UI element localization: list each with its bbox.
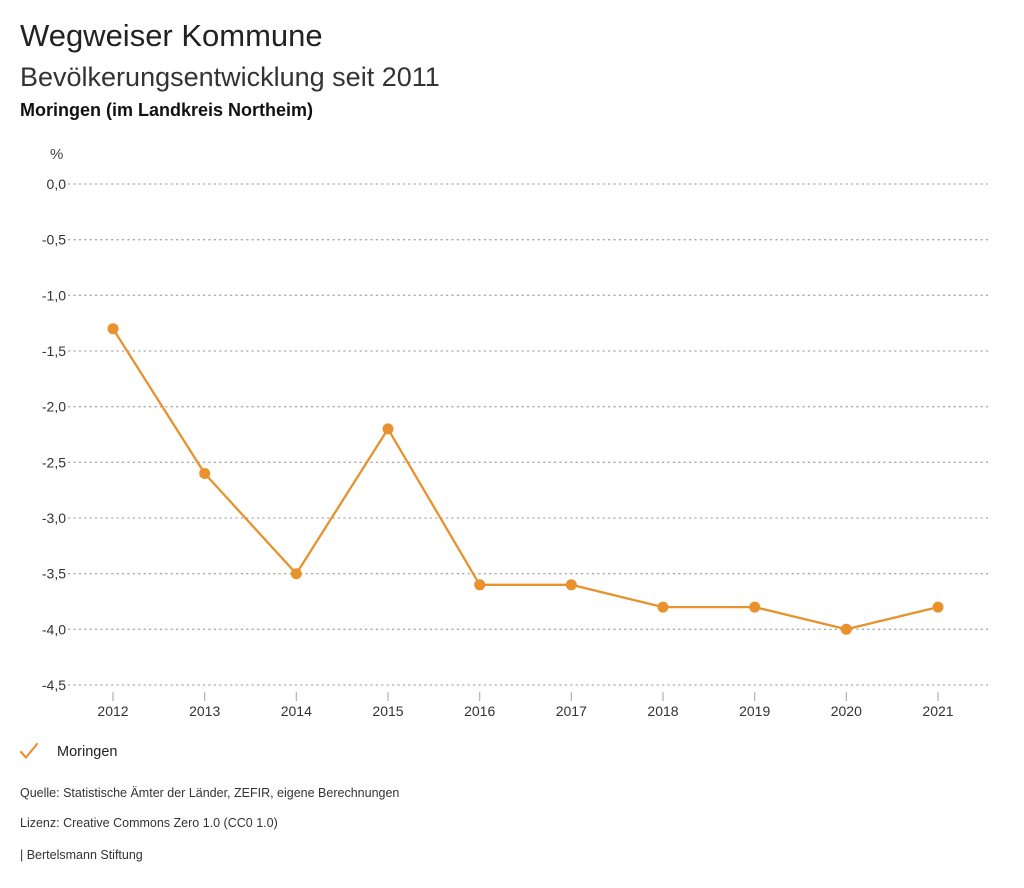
- svg-text:2019: 2019: [739, 703, 770, 719]
- svg-text:%: %: [50, 146, 63, 163]
- svg-text:2015: 2015: [372, 703, 403, 719]
- svg-text:0,0: 0,0: [47, 176, 67, 192]
- svg-text:2018: 2018: [647, 703, 678, 719]
- svg-text:-2,0: -2,0: [42, 399, 66, 415]
- svg-text:2014: 2014: [281, 703, 312, 719]
- svg-text:-3,5: -3,5: [42, 566, 66, 582]
- svg-text:-1,5: -1,5: [42, 343, 66, 359]
- svg-text:2012: 2012: [97, 703, 128, 719]
- svg-text:-4,0: -4,0: [42, 621, 66, 637]
- svg-text:2021: 2021: [922, 703, 953, 719]
- svg-text:-3,0: -3,0: [42, 510, 66, 526]
- svg-text:2016: 2016: [464, 703, 495, 719]
- svg-text:-4,5: -4,5: [42, 677, 66, 693]
- svg-text:2017: 2017: [556, 703, 587, 719]
- svg-text:-0,5: -0,5: [42, 232, 66, 248]
- svg-text:2013: 2013: [189, 703, 220, 719]
- svg-text:-1,0: -1,0: [42, 287, 66, 303]
- svg-text:-2,5: -2,5: [42, 454, 66, 470]
- svg-text:2020: 2020: [831, 703, 862, 719]
